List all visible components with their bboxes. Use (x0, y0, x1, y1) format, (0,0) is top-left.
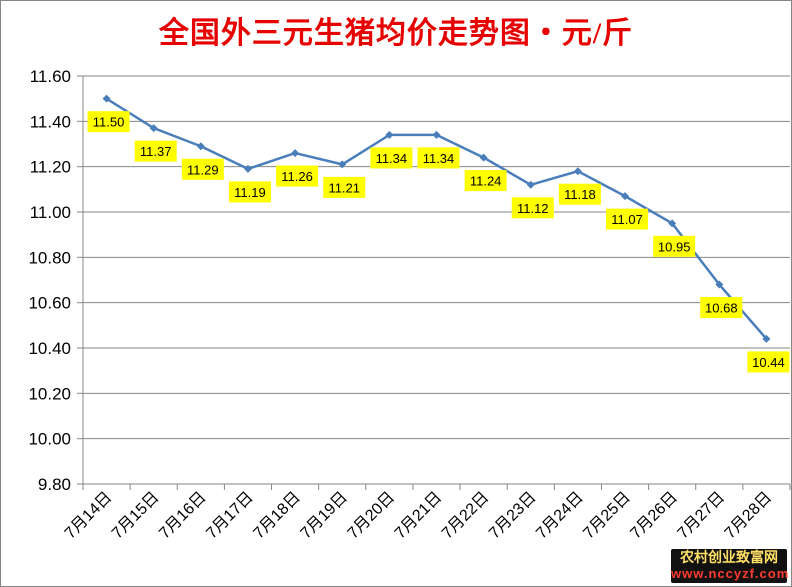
data-point (149, 124, 158, 133)
data-label-bg (370, 147, 413, 169)
x-tick-label: 7月17日 (203, 489, 257, 543)
data-point (243, 164, 252, 173)
y-tick-label: 10.00 (28, 430, 71, 449)
series (102, 94, 771, 343)
x-tick-label: 7月26日 (627, 489, 681, 543)
data-label: 11.21 (328, 180, 360, 195)
data-label-bg (276, 165, 319, 187)
data-point (196, 142, 205, 151)
x-tick-label: 7月27日 (675, 489, 729, 543)
chart-title: 全国外三元生猪均价走势图・元/斤 (158, 17, 634, 50)
data-label-bg (417, 147, 460, 169)
data-point (762, 334, 771, 343)
data-label-bg (181, 158, 224, 180)
data-label: 11.24 (470, 174, 502, 189)
data-label-bg (558, 183, 601, 205)
data-label: 11.18 (564, 187, 596, 202)
data-label-bg (511, 197, 554, 219)
x-tick-label: 7月18日 (250, 489, 304, 543)
gridlines (83, 75, 790, 440)
x-tick-labels: 7月14日7月15日7月16日7月17日7月18日7月19日7月20日7月21日… (62, 489, 775, 543)
data-label: 11.19 (234, 185, 266, 200)
data-point (668, 219, 677, 228)
data-label-bg (87, 111, 130, 133)
y-tick-label: 10.60 (28, 294, 71, 313)
x-tick-label: 7月14日 (62, 489, 116, 543)
watermark-logo: 农村创业致富网 www.nccyzf.com (671, 549, 790, 583)
data-point (479, 153, 488, 162)
data-point (573, 167, 582, 176)
data-label-bg (134, 140, 177, 162)
x-tick-label: 7月21日 (392, 489, 446, 543)
data-label: 10.44 (752, 355, 785, 370)
y-tick-label: 10.20 (28, 384, 71, 403)
data-point (432, 130, 441, 139)
y-tick-label: 11.20 (30, 158, 71, 177)
watermark-url: www.nccyzf.com (671, 566, 790, 581)
data-label: 11.26 (281, 169, 313, 184)
data-label-bg (464, 170, 507, 192)
data-point (338, 160, 347, 169)
data-point (385, 130, 394, 139)
x-tick-label: 7月15日 (109, 489, 163, 543)
data-label-bg (323, 176, 366, 198)
x-tick-label: 7月24日 (533, 489, 587, 543)
data-point (526, 180, 535, 189)
data-label-bg (747, 351, 790, 373)
y-tick-labels: 9.80 10.00 10.20 10.40 10.60 10.80 11.00 11.20 1… (28, 67, 71, 494)
data-label: 11.34 (423, 151, 455, 166)
data-label-bg (606, 208, 649, 230)
data-label: 11.34 (376, 151, 408, 166)
data-label-bg (700, 297, 743, 319)
data-point (715, 280, 724, 289)
data-labels: 11.50 11.37 11.29 11.19 11.26 11.21 11.34 11.34… (87, 111, 790, 373)
data-point (102, 94, 111, 103)
axes (77, 75, 791, 490)
x-tick-label: 7月25日 (580, 489, 634, 543)
y-tick-label: 10.40 (28, 339, 71, 358)
watermark-name: 农村创业致富网 (680, 549, 778, 565)
y-tick-label: 11.40 (30, 112, 71, 131)
data-point (291, 149, 300, 158)
x-tick-label: 7月19日 (298, 489, 352, 543)
data-label: 11.29 (187, 162, 219, 177)
data-label: 10.95 (658, 239, 691, 254)
x-tick-label: 7月23日 (486, 489, 540, 543)
x-tick-label: 7月20日 (345, 489, 399, 543)
data-label-bg (653, 235, 696, 257)
data-label: 11.12 (517, 201, 549, 216)
y-tick-label: 9.80 (38, 475, 71, 494)
x-tick-label: 7月28日 (722, 489, 776, 543)
data-label: 11.07 (611, 212, 643, 227)
x-tick-label: 7月22日 (439, 489, 493, 543)
data-label: 11.37 (140, 144, 172, 159)
data-label: 11.50 (93, 115, 125, 130)
y-tick-label: 11.00 (30, 203, 71, 222)
data-label-bg (228, 181, 271, 203)
data-label: 10.68 (705, 301, 738, 316)
x-tick-label: 7月16日 (156, 489, 210, 543)
data-point (621, 192, 630, 201)
y-tick-label: 10.80 (28, 248, 71, 267)
y-tick-label: 11.60 (30, 67, 71, 86)
